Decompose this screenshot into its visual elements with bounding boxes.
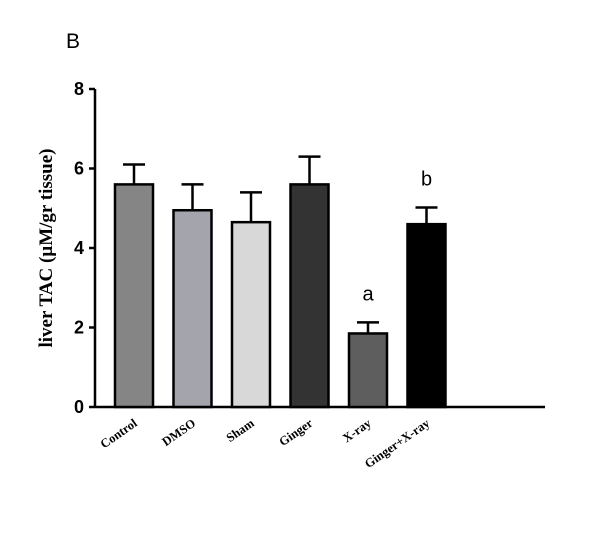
panel-label: B bbox=[66, 30, 80, 53]
annotations: ab bbox=[362, 168, 432, 305]
bar bbox=[347, 332, 389, 409]
bar bbox=[406, 222, 447, 409]
y-tick-label: 8 bbox=[74, 79, 84, 99]
significance-label: b bbox=[421, 168, 432, 190]
y-tick-label: 0 bbox=[74, 397, 84, 417]
x-tick-label: X-ray bbox=[340, 416, 374, 446]
y-ticks: 0 2 4 6 8 bbox=[74, 79, 95, 417]
y-tick-label: 2 bbox=[74, 318, 84, 338]
y-tick-label: 6 bbox=[74, 159, 84, 179]
bars-group bbox=[113, 155, 447, 409]
y-tick-label: 4 bbox=[74, 238, 84, 258]
bar bbox=[113, 183, 155, 409]
bar bbox=[172, 208, 213, 409]
x-tick-label: Sham bbox=[224, 416, 258, 445]
x-tick-label: Control bbox=[98, 416, 140, 452]
significance-label: a bbox=[362, 283, 374, 305]
bar bbox=[230, 220, 272, 409]
x-tick-label: Ginger+X-ray bbox=[362, 416, 433, 471]
x-tick-label: Ginger bbox=[276, 416, 315, 449]
y-axis-label: liver TAC (µM/gr tissue) bbox=[36, 149, 57, 348]
x-tick-label: DMSO bbox=[159, 416, 198, 449]
bar bbox=[289, 183, 330, 409]
